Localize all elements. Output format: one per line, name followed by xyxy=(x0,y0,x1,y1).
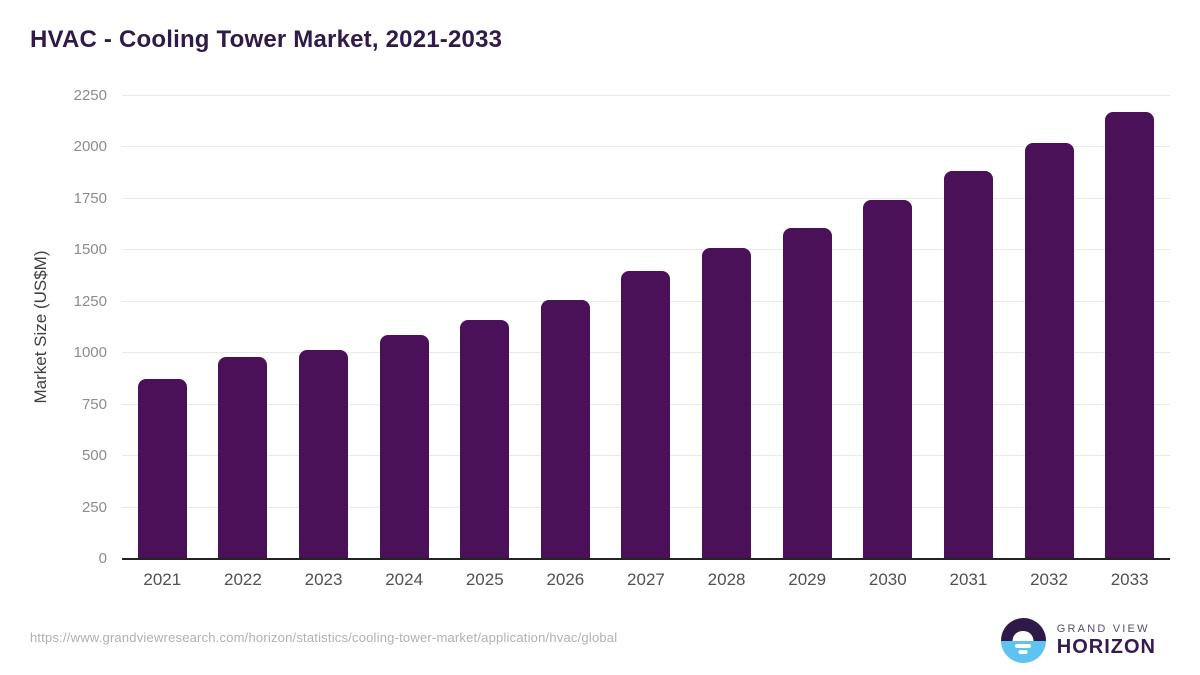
y-tick-label: 1500 xyxy=(73,241,107,259)
x-tick-label: 2026 xyxy=(546,570,585,589)
bar xyxy=(863,199,913,559)
gridline xyxy=(122,249,1170,251)
bar-cell xyxy=(847,96,928,559)
y-tick-label: 1750 xyxy=(73,189,107,207)
bar-cell xyxy=(122,96,203,559)
y-tick-label: 500 xyxy=(81,447,107,465)
bar xyxy=(137,378,187,559)
page-title: HVAC - Cooling Tower Market, 2021-2033 xyxy=(30,26,503,53)
brand-logo: GRAND VIEW HORIZON xyxy=(1000,618,1156,663)
logo-sky-half xyxy=(1000,618,1046,641)
bar-cell xyxy=(283,96,364,559)
logo-horizon-label: HORIZON xyxy=(1056,635,1156,658)
x-tick-label: 2028 xyxy=(707,570,746,589)
gridline xyxy=(122,146,1170,148)
x-tick-label: 2029 xyxy=(788,570,827,589)
bar-cell xyxy=(525,96,606,559)
bar-cell xyxy=(686,96,767,559)
y-tick-label: 250 xyxy=(81,498,107,516)
bar-cell xyxy=(767,96,848,559)
bar xyxy=(299,350,349,559)
bar-cell xyxy=(444,96,525,559)
logo-sun-dome xyxy=(1012,630,1034,641)
x-tick-label: 2024 xyxy=(385,570,424,589)
logo-text: GRAND VIEW HORIZON xyxy=(1057,623,1156,659)
bar-series xyxy=(122,96,1170,559)
bar-cell xyxy=(928,96,1009,559)
gridline xyxy=(122,197,1170,199)
bar-cell xyxy=(1089,96,1170,559)
bar xyxy=(218,357,268,559)
x-tick-label: 2030 xyxy=(868,570,907,589)
bar xyxy=(540,299,590,559)
y-tick-label: 2250 xyxy=(73,87,107,104)
bar xyxy=(1024,143,1074,559)
bar-cell xyxy=(606,96,687,559)
bar xyxy=(943,171,993,559)
bar-cell xyxy=(364,96,445,559)
bar xyxy=(1105,112,1155,559)
y-tick-label: 1250 xyxy=(73,292,107,310)
x-tick-label: 2032 xyxy=(1030,570,1068,589)
x-axis-line xyxy=(122,558,1170,560)
bar xyxy=(621,270,671,559)
sun-over-horizon-icon xyxy=(1000,618,1046,663)
logo-reflection-line-2 xyxy=(1018,650,1028,654)
bar xyxy=(460,320,510,559)
bar-cell xyxy=(1009,96,1090,559)
x-tick-label: 2023 xyxy=(304,570,343,589)
plot-area xyxy=(122,95,1170,560)
logo-grand-view-label: GRAND VIEW xyxy=(1056,622,1150,635)
x-axis-tick-labels: 2021 2022 2023 2024 2025 2026 2027 2028 2029 2030… xyxy=(122,570,1170,590)
bar xyxy=(702,248,752,559)
x-tick-label: 2022 xyxy=(224,570,262,589)
bar-cell xyxy=(203,96,284,559)
y-tick-label: 2000 xyxy=(73,138,107,156)
bar xyxy=(379,334,429,559)
x-tick-label: 2025 xyxy=(465,570,504,589)
y-tick-label: 0 xyxy=(98,550,107,567)
x-tick-label: 2027 xyxy=(627,570,665,589)
x-tick-label: 2033 xyxy=(1110,570,1149,589)
y-tick-label: 1000 xyxy=(73,344,107,362)
gridline xyxy=(122,95,1170,96)
y-tick-label: 750 xyxy=(81,395,107,413)
y-axis-tick-labels: 0 250 500 750 1000 1250 1500 1750 2000 2250 xyxy=(0,87,107,567)
bar xyxy=(782,227,832,559)
x-tick-label: 2031 xyxy=(949,570,988,589)
x-tick-label: 2021 xyxy=(143,570,182,589)
logo-reflection-line-1 xyxy=(1015,644,1032,648)
source-url: https://www.grandviewresearch.com/horizo… xyxy=(30,630,618,645)
